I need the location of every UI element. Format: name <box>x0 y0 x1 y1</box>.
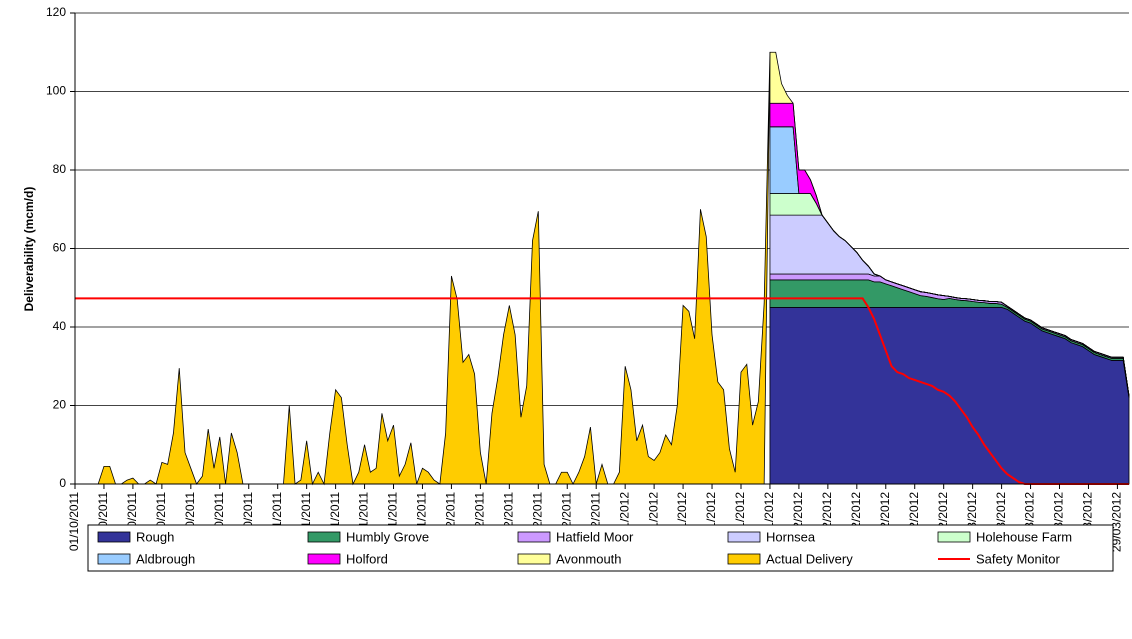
plot-area <box>75 51 1130 486</box>
legend-label: Avonmouth <box>556 551 622 566</box>
legend-label: Safety Monitor <box>976 551 1060 566</box>
legend-label: Holehouse Farm <box>976 529 1072 544</box>
y-tick-label: 40 <box>53 319 67 333</box>
legend-label: Holford <box>346 551 388 566</box>
area <box>75 52 771 486</box>
y-tick-label: 80 <box>53 162 67 176</box>
y-tick-label: 60 <box>53 241 67 255</box>
legend-swatch <box>727 553 761 565</box>
legend-label: Hornsea <box>766 529 816 544</box>
area <box>769 51 1130 396</box>
y-axis-label: Deliverability (mcm/d) <box>22 187 36 312</box>
legend-label: Humbly Grove <box>346 529 429 544</box>
legend-swatch <box>97 553 131 565</box>
legend-swatch <box>307 531 341 543</box>
legend-swatch <box>517 531 551 543</box>
legend-label: Rough <box>136 529 174 544</box>
x-tick-label: 01/10/2011 <box>67 492 81 551</box>
y-tick-label: 20 <box>53 398 67 412</box>
legend-swatch <box>727 531 761 543</box>
legend-swatch <box>307 553 341 565</box>
legend-swatch <box>517 553 551 565</box>
y-tick-label: 100 <box>46 84 66 98</box>
y-tick-label: 0 <box>59 476 66 490</box>
legend: Rough Humbly Grove Hatfield Moor Hornsea Hol… <box>97 529 1072 566</box>
legend-label: Hatfield Moor <box>556 529 634 544</box>
line <box>75 297 1129 485</box>
legend-label: Actual Delivery <box>766 551 853 566</box>
legend-swatch <box>97 531 131 543</box>
legend-swatch <box>937 531 971 543</box>
grid <box>75 12 1129 485</box>
y-tick-label: 120 <box>46 5 66 19</box>
legend-label: Aldbrough <box>136 551 195 566</box>
